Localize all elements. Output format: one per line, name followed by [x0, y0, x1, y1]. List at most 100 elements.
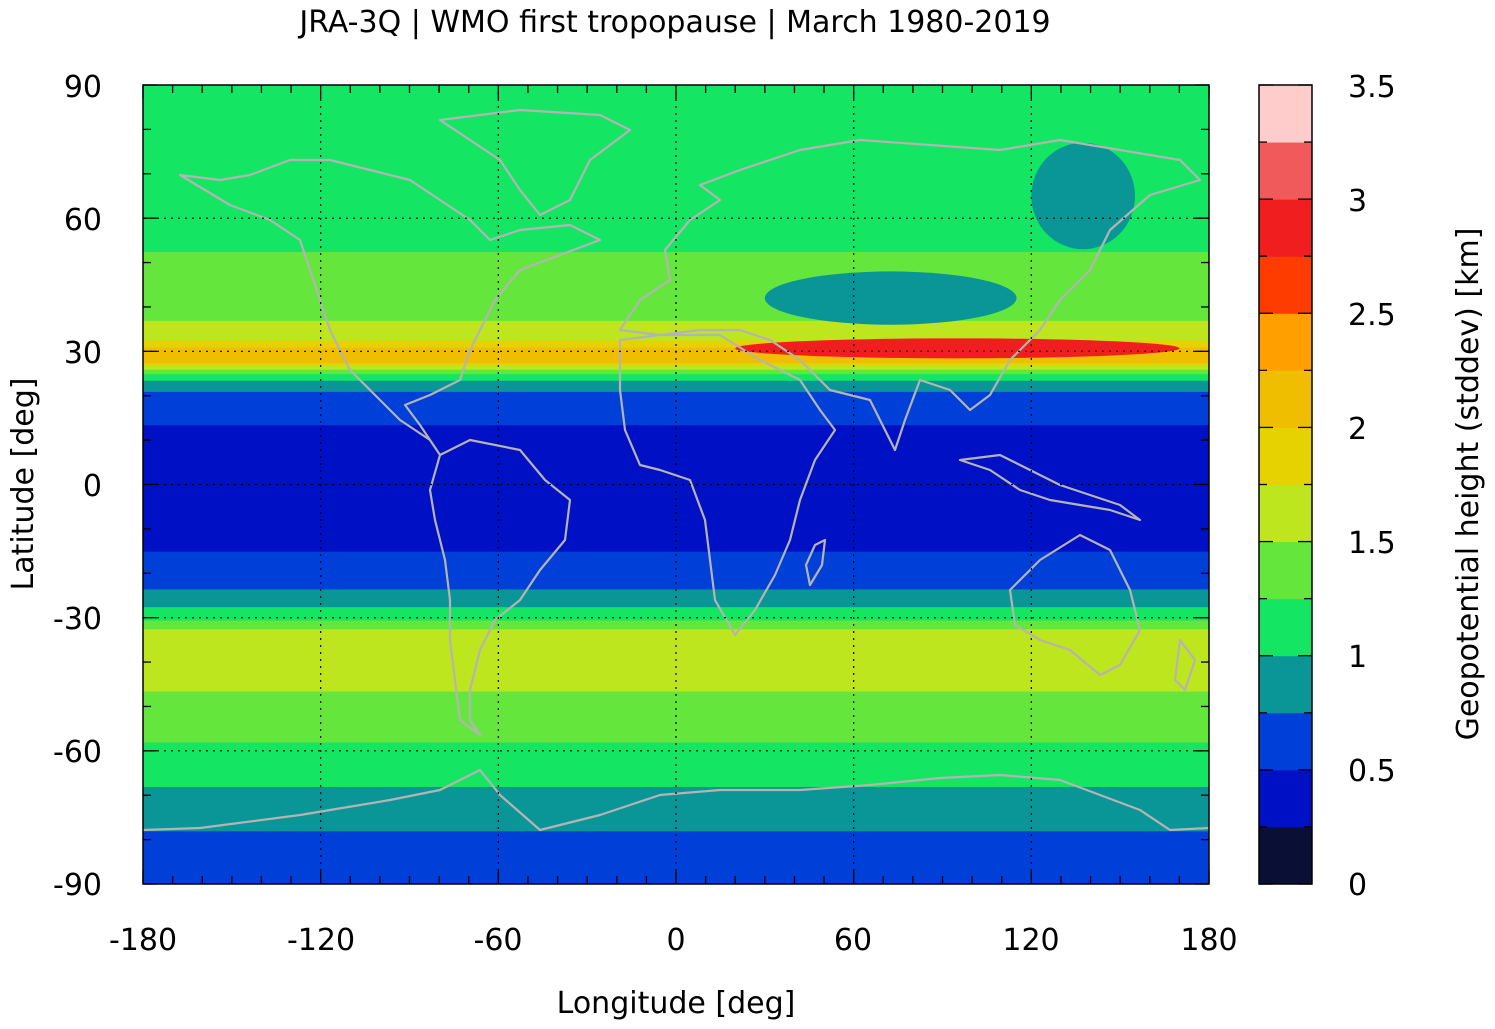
contour-features	[735, 142, 1180, 359]
y-tick-label: 90	[64, 70, 102, 105]
contour-band	[143, 579, 1209, 583]
contour-band	[143, 684, 1209, 688]
contour-band	[143, 846, 1209, 850]
contour-band	[143, 717, 1209, 721]
contour-band	[143, 118, 1209, 122]
contour-band	[143, 859, 1209, 863]
contour-band	[143, 173, 1209, 177]
contour-band	[143, 431, 1209, 435]
contour-band	[143, 664, 1209, 668]
x-tick-label: -60	[474, 923, 523, 958]
contour-band	[143, 702, 1209, 705]
contour-band	[143, 160, 1209, 164]
contour-band	[143, 411, 1209, 415]
contour-band	[143, 313, 1209, 317]
contour-band	[143, 739, 1209, 743]
contour-band	[143, 648, 1209, 652]
contour-band	[143, 577, 1209, 581]
contour-band	[143, 262, 1209, 266]
contour-band	[143, 670, 1209, 674]
contour-band	[143, 480, 1209, 483]
y-tick-label: 60	[64, 203, 102, 238]
y-axis-label: Latitude [deg]	[6, 378, 41, 591]
contour-band	[143, 677, 1209, 681]
colorbar: 0 0.5 1 1.5 2 2.5 3 3.5 Geopotential hei…	[1258, 70, 1486, 903]
contour-band	[143, 433, 1209, 437]
contour-band	[143, 344, 1209, 348]
contour-band	[143, 746, 1209, 750]
contour-band	[143, 548, 1209, 552]
contour-band	[143, 131, 1209, 135]
coastlines	[143, 108, 1209, 832]
contour-band	[143, 515, 1209, 519]
contour-band	[143, 167, 1209, 170]
contour-band	[143, 142, 1209, 146]
contour-band	[143, 697, 1209, 701]
colorbar-ticks	[1259, 84, 1312, 885]
contour-band	[143, 369, 1209, 372]
contour-band	[143, 437, 1209, 441]
y-tick-label: 0	[83, 469, 102, 504]
contour-band	[143, 109, 1209, 113]
contour-band	[143, 435, 1209, 439]
contour-band	[143, 626, 1209, 630]
contour-band	[143, 144, 1209, 148]
contour-band	[143, 453, 1209, 457]
contour-band	[143, 249, 1209, 253]
contour-band	[143, 646, 1209, 650]
contour-band	[143, 781, 1209, 785]
contour-band	[143, 688, 1209, 692]
contour-band	[143, 242, 1209, 246]
colorbar-swatch	[1259, 769, 1312, 828]
coastline-north-america	[178, 158, 602, 457]
contour-band	[143, 779, 1209, 783]
contour-band	[143, 593, 1209, 597]
contour-band	[143, 471, 1209, 475]
contour-band	[143, 200, 1209, 204]
contour-feature	[1031, 142, 1135, 250]
contour-band	[143, 804, 1209, 807]
contour-band	[143, 564, 1209, 568]
contour-band	[143, 773, 1209, 776]
contour-band	[143, 506, 1209, 510]
contour-band	[143, 531, 1209, 534]
contour-band	[143, 695, 1209, 699]
contour-band	[143, 482, 1209, 486]
contour-band	[143, 269, 1209, 273]
contour-band	[143, 551, 1209, 554]
contour-band	[143, 617, 1209, 621]
contour-band	[143, 557, 1209, 561]
contour-band	[143, 708, 1209, 712]
colorbar-tick-label: 2	[1348, 412, 1367, 447]
y-tick-label: -90	[53, 868, 102, 903]
contour-band	[143, 599, 1209, 603]
colorbar-swatch	[1259, 142, 1312, 200]
contour-band	[143, 215, 1209, 219]
contour-band	[143, 526, 1209, 530]
coastline-europe-asia	[618, 138, 1202, 452]
contour-band	[143, 451, 1209, 455]
contour-band	[143, 866, 1209, 870]
contour-band	[143, 604, 1209, 608]
contour-band	[143, 446, 1209, 450]
contour-band	[143, 220, 1209, 224]
contour-band	[143, 706, 1209, 710]
contour-band	[143, 584, 1209, 588]
contour-band	[143, 424, 1209, 428]
contour-band	[143, 828, 1209, 832]
contour-band	[143, 258, 1209, 261]
contour-band	[143, 488, 1209, 492]
contour-band	[143, 844, 1209, 847]
contour-band	[143, 138, 1209, 142]
colorbar-tick-label: 1	[1348, 640, 1367, 675]
contour-band	[143, 857, 1209, 861]
contour-band	[143, 766, 1209, 770]
contour-band	[143, 464, 1209, 468]
contour-band	[143, 622, 1209, 625]
contour-band	[143, 184, 1209, 188]
contour-band	[143, 122, 1209, 126]
contour-band	[143, 255, 1209, 259]
minor-ticks	[142, 84, 1210, 885]
colorbar-swatch	[1259, 598, 1312, 657]
colorbar-swatch	[1259, 826, 1312, 885]
